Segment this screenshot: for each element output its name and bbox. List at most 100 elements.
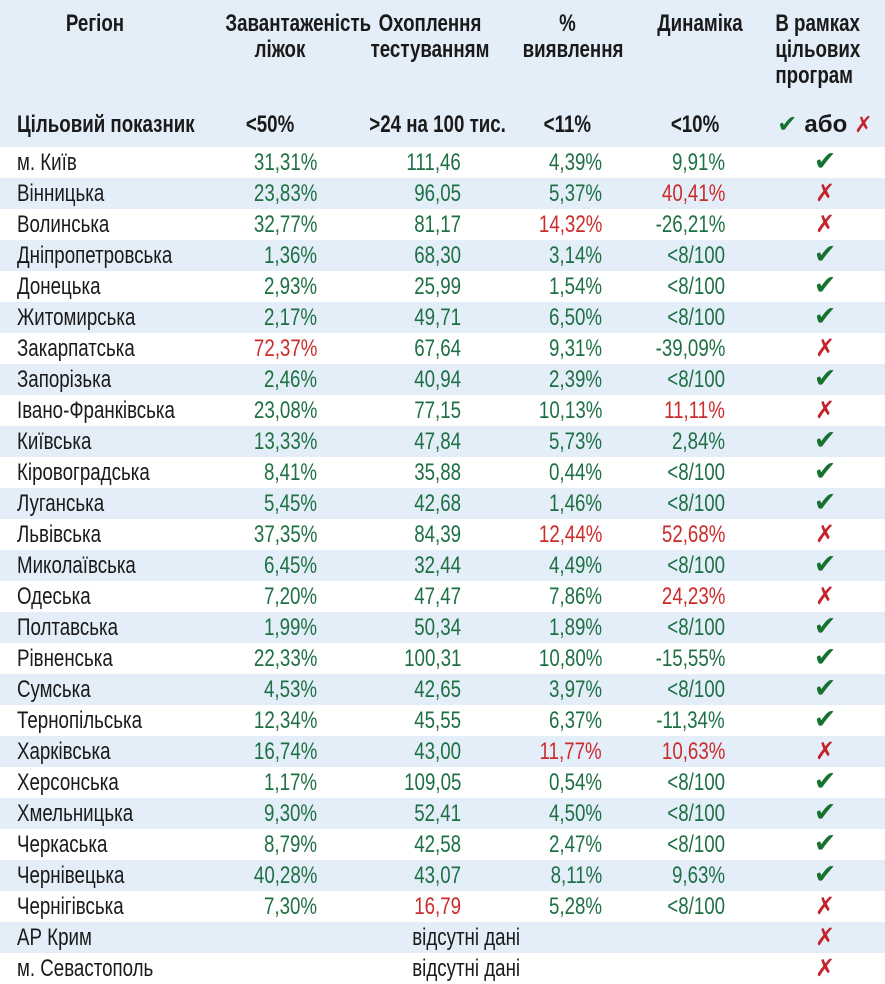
table-row: АР Крим відсутні дані ✗ xyxy=(0,922,885,953)
testing-cell: 42,58 xyxy=(350,831,510,859)
beds-cell: 23,83% xyxy=(190,180,350,208)
region-cell: Кіровоградська xyxy=(0,459,190,487)
status-cell: ✗ xyxy=(765,738,885,766)
detection-cell: 2,47% xyxy=(510,831,625,859)
table-body: м. Київ 31,31% 111,46 4,39% 9,91% ✔ Вінницька 2… xyxy=(0,147,885,984)
status-cell: ✗ xyxy=(765,180,885,208)
status-cell: ✗ xyxy=(765,955,885,983)
beds-value: 40,28% xyxy=(253,861,317,889)
dynamics-value: <8/100 xyxy=(667,365,725,393)
dynamics-cell: <8/100 xyxy=(625,273,765,301)
column-header: В рамках цільових програм xyxy=(765,11,885,89)
detection-cell: 10,80% xyxy=(510,645,625,673)
region-name: Івано-Франківська xyxy=(17,396,175,424)
dynamics-cell: <8/100 xyxy=(625,366,765,394)
dynamics-value: 10,63% xyxy=(661,737,725,765)
dynamics-value: 9,91% xyxy=(671,148,725,176)
dynamics-cell: <8/100 xyxy=(625,769,765,797)
dynamics-cell: <8/100 xyxy=(625,459,765,487)
testing-value: 109,05 xyxy=(403,768,461,796)
testing-cell: 67,64 xyxy=(350,335,510,363)
target-row: Цільовий показник <50% >24 на 100 тис. <… xyxy=(0,108,885,142)
cross-icon: ✗ xyxy=(814,210,836,238)
beds-cell: 72,37% xyxy=(190,335,350,363)
table-row: Одеська 7,20% 47,47 7,86% 24,23% ✗ xyxy=(0,581,885,612)
region-cell: Полтавська xyxy=(0,614,190,642)
status-cell: ✔ xyxy=(765,148,885,177)
region-name: Київська xyxy=(17,427,92,455)
testing-value: 111,46 xyxy=(406,148,461,176)
detection-cell: 4,50% xyxy=(510,800,625,828)
table-row: Волинська 32,77% 81,17 14,32% -26,21% ✗ xyxy=(0,209,885,240)
status-cell: ✔ xyxy=(765,799,885,828)
detection-cell: 3,14% xyxy=(510,242,625,270)
dynamics-value: -15,55% xyxy=(655,644,725,672)
detection-value: 5,73% xyxy=(548,427,602,455)
testing-cell: 109,05 xyxy=(350,769,510,797)
check-icon: ✔ xyxy=(813,549,837,579)
region-name: Тернопільська xyxy=(17,706,143,734)
dynamics-value: 11,11% xyxy=(664,396,725,424)
dynamics-cell: <8/100 xyxy=(625,676,765,704)
region-cell: Івано-Франківська xyxy=(0,397,190,425)
status-cell: ✗ xyxy=(765,211,885,239)
testing-cell: 100,31 xyxy=(350,645,510,673)
testing-value: 42,58 xyxy=(414,830,461,858)
beds-value: 1,36% xyxy=(263,241,317,269)
region-name: Закарпатська xyxy=(17,334,135,362)
beds-value: 32,77% xyxy=(253,210,317,238)
detection-value: 8,11% xyxy=(550,861,602,889)
dynamics-cell: 11,11% xyxy=(625,397,765,425)
testing-cell: 52,41 xyxy=(350,800,510,828)
detection-value: 10,13% xyxy=(538,396,602,424)
testing-value: 96,05 xyxy=(414,179,461,207)
region-cell: м. Севастополь xyxy=(0,955,190,983)
check-icon: ✔ xyxy=(813,611,837,641)
status-cell: ✔ xyxy=(765,861,885,890)
testing-value: 47,47 xyxy=(414,582,461,610)
table-row: Полтавська 1,99% 50,34 1,89% <8/100 ✔ xyxy=(0,612,885,643)
table-row: Львівська 37,35% 84,39 12,44% 52,68% ✗ xyxy=(0,519,885,550)
column-header-line: тестуванням xyxy=(370,36,490,63)
beds-value: 22,33% xyxy=(253,644,317,672)
cross-icon: ✗ xyxy=(814,923,836,951)
beds-cell: 9,30% xyxy=(190,800,350,828)
region-cell: Луганська xyxy=(0,490,190,518)
detection-cell: 0,54% xyxy=(510,769,625,797)
detection-value: 2,47% xyxy=(548,830,602,858)
check-icon: ✔ xyxy=(813,363,837,393)
cross-icon: ✗ xyxy=(814,892,836,920)
table-row: Чернігівська 7,30% 16,79 5,28% <8/100 ✗ xyxy=(0,891,885,922)
region-name: Вінницька xyxy=(17,179,105,207)
beds-value: 2,17% xyxy=(263,303,317,331)
detection-value: 0,54% xyxy=(548,768,602,796)
testing-value: 32,44 xyxy=(414,551,461,579)
column-header-line: В рамках xyxy=(775,10,860,37)
table-row: Черкаська 8,79% 42,58 2,47% <8/100 ✔ xyxy=(0,829,885,860)
region-cell: Тернопільська xyxy=(0,707,190,735)
detection-cell: 14,32% xyxy=(510,211,625,239)
region-cell: м. Київ xyxy=(0,149,190,177)
header-row: Регіон Завантаженість ліжок Охоплення тестув… xyxy=(0,0,885,89)
region-name: Волинська xyxy=(17,210,110,238)
beds-cell: 1,36% xyxy=(190,242,350,270)
testing-value: 68,30 xyxy=(414,241,461,269)
testing-cell: 25,99 xyxy=(350,273,510,301)
beds-value: 8,41% xyxy=(263,458,317,486)
dynamics-value: -26,21% xyxy=(655,210,725,238)
dynamics-value: 52,68% xyxy=(661,520,725,548)
testing-cell: 47,47 xyxy=(350,583,510,611)
dynamics-value: 24,23% xyxy=(661,582,725,610)
cross-icon: ✗ xyxy=(814,954,836,982)
status-cell: ✔ xyxy=(765,706,885,735)
testing-value: 47,84 xyxy=(414,427,461,455)
dynamics-cell: -26,21% xyxy=(625,211,765,239)
beds-value: 72,37% xyxy=(253,334,317,362)
check-icon: ✔ xyxy=(813,301,837,331)
beds-cell: 8,79% xyxy=(190,831,350,859)
detection-value: 2,39% xyxy=(548,365,602,393)
beds-cell: 23,08% xyxy=(190,397,350,425)
region-name: Полтавська xyxy=(17,613,119,641)
column-header-line: ліжок xyxy=(254,36,306,63)
detection-value: 11,77% xyxy=(539,737,602,765)
